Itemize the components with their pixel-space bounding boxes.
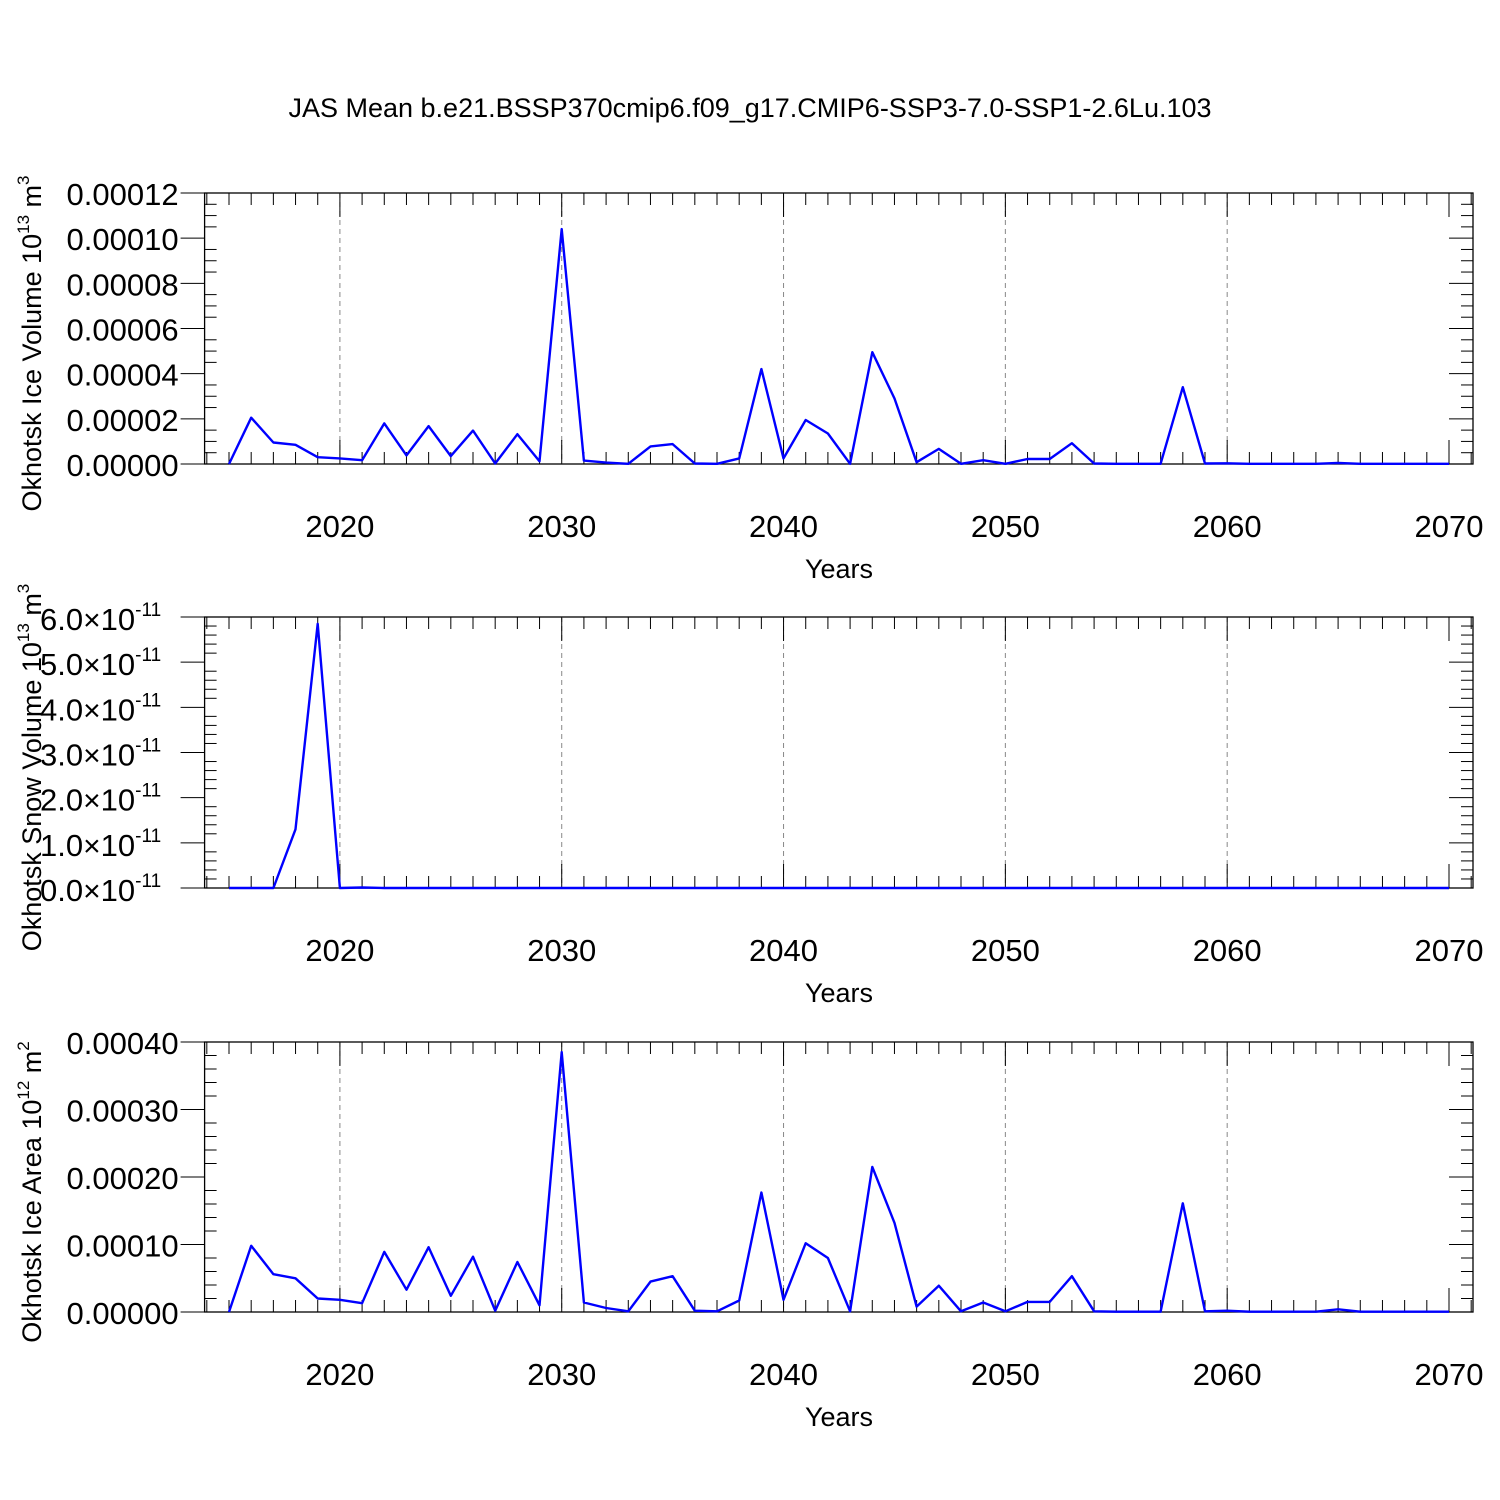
y-tick-label: 0.00004 bbox=[67, 358, 179, 393]
y-tick-label: 0.00030 bbox=[67, 1094, 179, 1129]
x-tick-label: 2040 bbox=[749, 509, 818, 544]
panel-2: 0.0×10-11 1.0×10-11 2.0×10-11 3.0×10-11 4.0×… bbox=[14, 584, 1483, 1008]
x-axis-label: Years bbox=[805, 1402, 873, 1432]
plot-frame bbox=[203, 616, 1474, 889]
y-tick-label: 1.0×10-11 bbox=[40, 826, 161, 863]
x-tick-label: 2060 bbox=[1193, 933, 1262, 968]
x-tick-label: 2070 bbox=[1415, 509, 1484, 544]
y-tick-label: 3.0×10-11 bbox=[40, 736, 161, 773]
x-tick-label: 2040 bbox=[749, 933, 818, 968]
y-tick-label: 0.00040 bbox=[67, 1026, 179, 1061]
y-tick-label: 0.00000 bbox=[67, 1296, 179, 1331]
y-tick-label: 0.00012 bbox=[67, 177, 179, 212]
series-line bbox=[229, 622, 1449, 890]
series-line bbox=[227, 227, 1449, 465]
x-tick-label: 2070 bbox=[1415, 933, 1484, 968]
panel-1: 0.00000 0.00002 0.00004 0.00006 0.00008 0.000… bbox=[14, 175, 1483, 584]
plot-frame bbox=[203, 192, 1474, 465]
y-tick-label: 0.00008 bbox=[67, 267, 179, 302]
y-tick-label: 5.0×10-11 bbox=[40, 645, 161, 682]
y-axis-label: Okhotsk Ice Volume 1013 m3 bbox=[14, 175, 47, 511]
chart-title: JAS Mean b.e21.BSSP370cmip6.f09_g17.CMIP… bbox=[288, 93, 1211, 123]
x-tick-label: 2030 bbox=[527, 509, 596, 544]
y-tick-label: 0.00000 bbox=[67, 448, 179, 483]
y-tick-label: 0.0×10-11 bbox=[40, 871, 161, 908]
y-tick-label: 4.0×10-11 bbox=[40, 690, 161, 727]
x-tick-label: 2020 bbox=[305, 933, 374, 968]
panel-3: 0.00000 0.00010 0.00020 0.00030 0.00040 2020 2… bbox=[14, 1026, 1483, 1432]
x-tick-label: 2050 bbox=[971, 509, 1040, 544]
x-tick-label: 2020 bbox=[305, 509, 374, 544]
y-tick-label: 0.00002 bbox=[67, 403, 179, 438]
x-axis-label: Years bbox=[805, 554, 873, 584]
y-tick-label: 6.0×10-11 bbox=[40, 600, 161, 637]
y-axis-label: Okhotsk Ice Area 1012 m2 bbox=[14, 1041, 47, 1343]
y-tick-label: 0.00020 bbox=[67, 1161, 179, 1196]
y-tick-label: 2.0×10-11 bbox=[40, 781, 161, 818]
x-tick-label: 2050 bbox=[971, 933, 1040, 968]
series-line bbox=[227, 1050, 1449, 1313]
x-axis-label: Years bbox=[805, 978, 873, 1008]
y-tick-label: 0.00010 bbox=[67, 1229, 179, 1264]
x-tick-label: 2040 bbox=[749, 1357, 818, 1392]
x-tick-label: 2020 bbox=[305, 1357, 374, 1392]
y-axis-label: Okhotsk Snow Volume 1013 m3 bbox=[14, 584, 47, 952]
x-tick-label: 2070 bbox=[1415, 1357, 1484, 1392]
x-tick-label: 2060 bbox=[1193, 1357, 1262, 1392]
x-tick-label: 2050 bbox=[971, 1357, 1040, 1392]
x-tick-label: 2030 bbox=[527, 1357, 596, 1392]
x-tick-label: 2060 bbox=[1193, 509, 1262, 544]
y-tick-label: 0.00010 bbox=[67, 222, 179, 257]
x-tick-label: 2030 bbox=[527, 933, 596, 968]
y-tick-label: 0.00006 bbox=[67, 313, 179, 348]
